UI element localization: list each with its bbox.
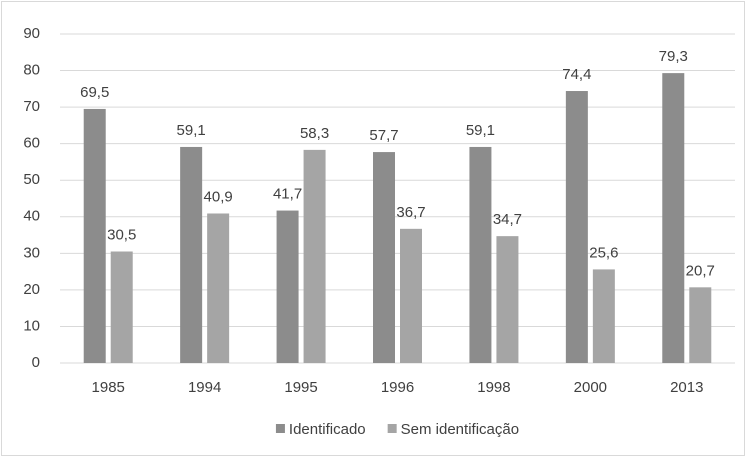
bar [689,287,712,363]
bar [373,152,395,363]
data-label: 36,7 [396,204,425,221]
y-tick-label: 40 [23,208,40,225]
legend-swatch [275,424,285,433]
bar [110,251,133,363]
data-label: 20,7 [686,262,715,279]
x-tick-label: 2000 [574,379,607,396]
data-label: 41,7 [273,186,302,203]
y-tick-label: 30 [23,244,40,261]
data-label: 30,5 [107,226,136,243]
data-label: 59,1 [466,122,495,139]
x-tick-label: 1985 [92,379,125,396]
y-tick-label: 0 [32,354,40,371]
bar [565,91,588,363]
y-tick-label: 90 [23,25,40,42]
bar [662,73,685,363]
bar [400,228,422,363]
bar [592,269,615,363]
y-tick-label: 10 [23,317,40,334]
x-tick-label: 1998 [477,379,510,396]
data-label: 57,7 [369,127,398,144]
legend-swatch [387,424,397,433]
y-tick-label: 20 [23,281,40,298]
bar [496,236,519,363]
y-tick-label: 50 [23,171,40,188]
data-label: 40,9 [204,188,233,205]
data-label: 59,1 [177,122,206,139]
data-label: 34,7 [493,211,522,228]
data-label: 79,3 [659,48,688,65]
data-label: 58,3 [300,125,329,142]
data-label: 74,4 [562,66,591,83]
y-tick-label: 80 [23,62,40,79]
data-label: 69,5 [80,84,109,101]
data-label: 25,6 [589,244,618,261]
bar [303,149,326,363]
y-tick-label: 70 [23,98,40,115]
x-tick-label: 1996 [381,379,414,396]
bar [207,213,230,363]
x-tick-label: 2013 [670,379,703,396]
y-tick-label: 60 [23,135,40,152]
bar [469,146,492,363]
bar [180,146,203,363]
x-tick-label: 1995 [284,379,317,396]
bar [83,108,106,363]
x-tick-label: 1994 [188,379,221,396]
legend-label: Sem identificação [401,421,519,438]
bar [276,210,299,363]
legend-label: Identificado [289,421,366,438]
